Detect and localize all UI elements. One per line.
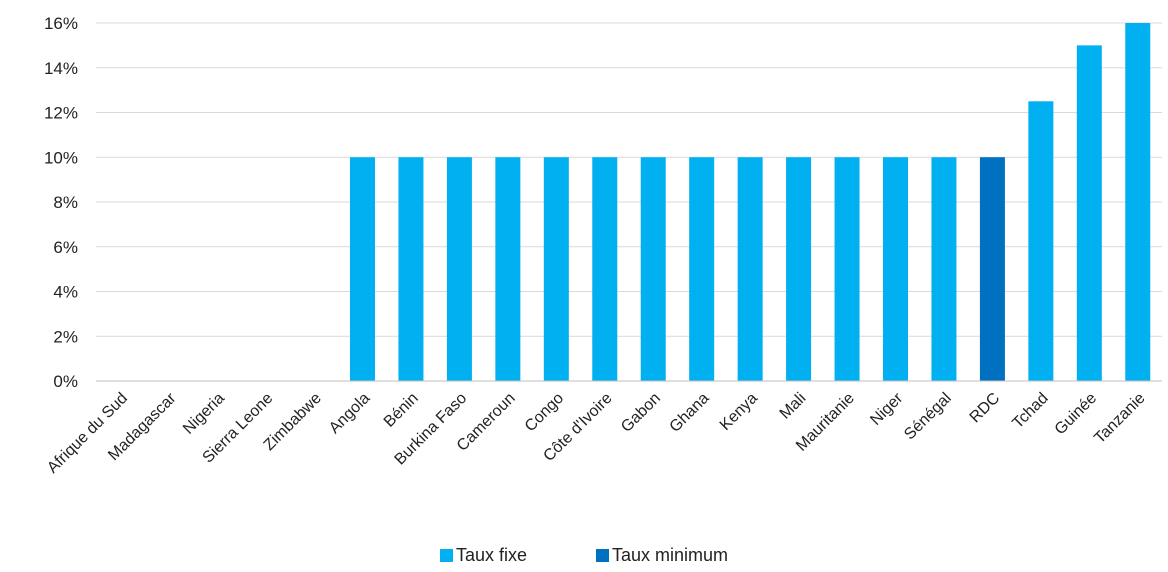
y-tick-label: 8% bbox=[53, 193, 78, 212]
x-category-label: Nigeria bbox=[180, 390, 228, 438]
bar-taux-fixe bbox=[931, 157, 957, 381]
bar-taux-fixe bbox=[737, 157, 763, 381]
legend-label: Taux fixe bbox=[456, 545, 527, 565]
y-tick-label: 10% bbox=[44, 148, 78, 167]
bar-taux-minimum bbox=[979, 157, 1005, 381]
x-category-label: Kenya bbox=[717, 390, 761, 434]
y-tick-label: 2% bbox=[53, 327, 78, 346]
bar-taux-fixe bbox=[1076, 45, 1102, 382]
bar-taux-fixe bbox=[689, 157, 715, 381]
x-category-label: Ghana bbox=[667, 390, 713, 436]
bar-taux-fixe bbox=[1028, 101, 1054, 381]
x-category-label: Mali bbox=[777, 390, 810, 423]
bar-taux-fixe bbox=[592, 157, 618, 381]
bar-taux-fixe bbox=[1125, 23, 1151, 381]
bar-taux-fixe bbox=[640, 157, 666, 381]
bar-taux-fixe bbox=[350, 157, 375, 381]
x-category-label: Sénégal bbox=[901, 390, 955, 444]
x-category-label: Niger bbox=[867, 389, 907, 429]
y-tick-label: 16% bbox=[44, 14, 78, 33]
legend-label: Taux minimum bbox=[612, 545, 728, 565]
y-tick-label: 6% bbox=[53, 238, 78, 257]
y-tick-label: 12% bbox=[44, 104, 78, 123]
x-category-label: Tanzanie bbox=[1091, 390, 1148, 447]
bar-taux-fixe bbox=[446, 157, 472, 381]
x-category-label: RDC bbox=[967, 390, 1004, 427]
bars bbox=[350, 23, 1151, 382]
x-category-label: Bénin bbox=[381, 390, 422, 431]
bar-taux-fixe bbox=[398, 157, 424, 381]
bar-taux-fixe bbox=[543, 157, 569, 381]
y-tick-label: 0% bbox=[53, 372, 78, 391]
y-tick-label: 4% bbox=[53, 283, 78, 302]
y-tick-label: 14% bbox=[44, 59, 78, 78]
legend: Taux fixe Taux minimum bbox=[440, 545, 728, 565]
bar-taux-fixe bbox=[786, 157, 812, 381]
gridlines bbox=[96, 22, 1162, 337]
legend-swatch bbox=[596, 549, 609, 562]
x-category-label: Gabon bbox=[618, 390, 664, 436]
x-category-label: Congo bbox=[522, 390, 567, 435]
x-category-label: Angola bbox=[326, 390, 373, 437]
bar-taux-fixe bbox=[883, 157, 908, 381]
y-axis-ticks: 0% 2% 4% 6% 8% 10% 12% 14% 16% bbox=[44, 14, 78, 391]
x-category-label: Tchad bbox=[1009, 390, 1051, 432]
bar-taux-fixe bbox=[834, 157, 860, 381]
x-category-label: Afrique du Sud bbox=[44, 390, 131, 477]
legend-swatch bbox=[440, 549, 453, 562]
bar-taux-fixe bbox=[495, 157, 521, 381]
x-category-label: Guinée bbox=[1052, 390, 1101, 439]
